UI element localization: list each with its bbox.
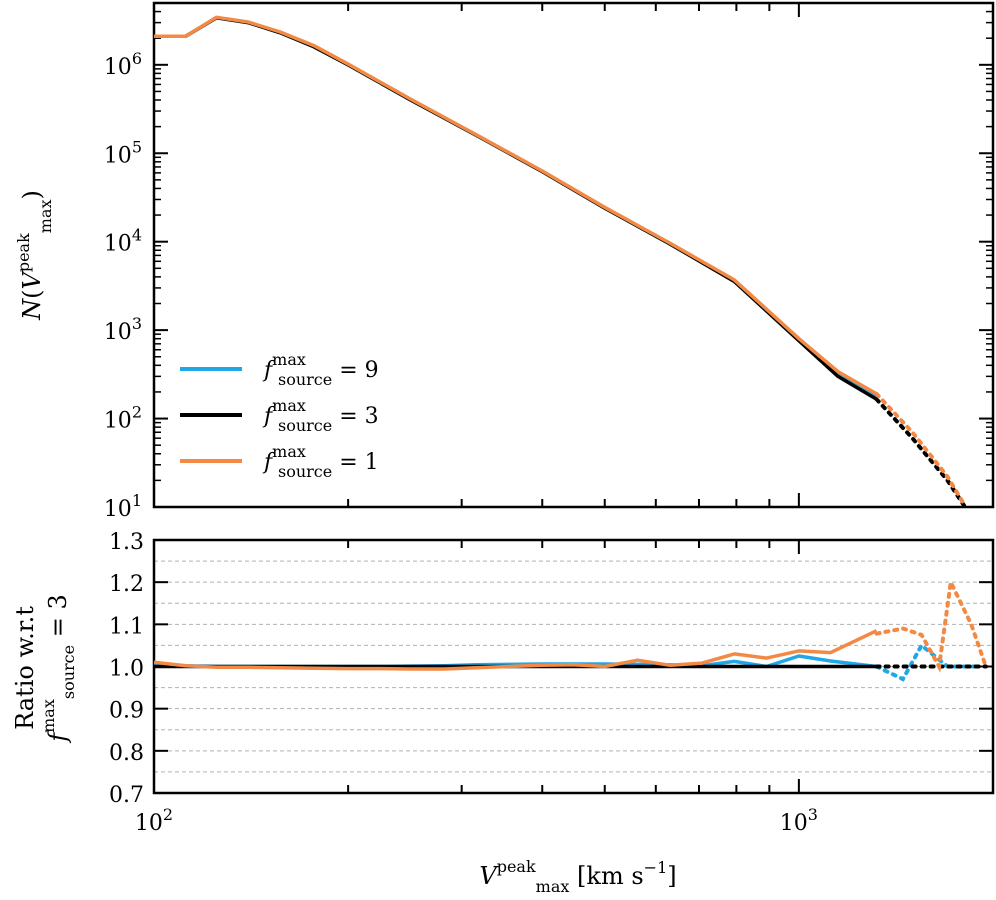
series-line-f1-ext <box>874 391 966 506</box>
top-y-axis-label: N(Vpeakmax) <box>14 190 55 321</box>
top-y-tick-label: 102 <box>104 403 142 434</box>
bottom-y-tick-label: 0.8 <box>109 741 144 766</box>
bottom-y-tick-label: 0.7 <box>109 783 144 808</box>
bottom-y-tick-label: 0.9 <box>109 699 144 724</box>
series-line-f3 <box>154 16 878 401</box>
bottom-y-axis-label-line2: fmaxsource = 3 <box>39 594 78 744</box>
x-axis-label: Vpeakmax [km s−1] <box>479 857 676 896</box>
bottom-x-tick-label: 103 <box>780 805 818 836</box>
bottom-x-tick-label: 102 <box>135 805 173 836</box>
series-line-f9 <box>154 16 878 398</box>
legend: fmax source = 9 fmax source = 3 fmax source =… <box>180 350 379 481</box>
top-y-tick-label: 104 <box>104 226 142 257</box>
bottom-y-tick-label: 1.3 <box>109 530 144 555</box>
series-line-f1 <box>154 15 878 396</box>
bottom-panel: 0.7 0.8 0.9 1.0 1.1 1.2 1.3 102 103 <box>109 530 995 836</box>
top-y-tick-label: 106 <box>104 49 142 80</box>
series-line-f3-ext <box>874 397 967 507</box>
series-line-r1 <box>154 629 878 671</box>
top-y-tick-label: 101 <box>104 491 142 522</box>
bottom-y-tick-label: 1.2 <box>109 572 144 597</box>
legend-label-f1: fmax source = 1 <box>262 442 379 481</box>
series-line-r9-ext <box>874 642 981 682</box>
top-y-tick-label: 105 <box>104 137 142 168</box>
bottom-y-tick-label: 1.0 <box>109 657 144 682</box>
top-y-tick-label: 103 <box>104 314 142 345</box>
legend-label-f3: fmax source = 3 <box>262 396 379 435</box>
bottom-y-tick-label: 1.1 <box>109 614 144 639</box>
bottom-y-axis-label-line1: Ratio w.r.t <box>11 606 39 730</box>
legend-label-f9: fmax source = 9 <box>262 350 379 389</box>
series-line-r1-ext <box>874 575 988 673</box>
